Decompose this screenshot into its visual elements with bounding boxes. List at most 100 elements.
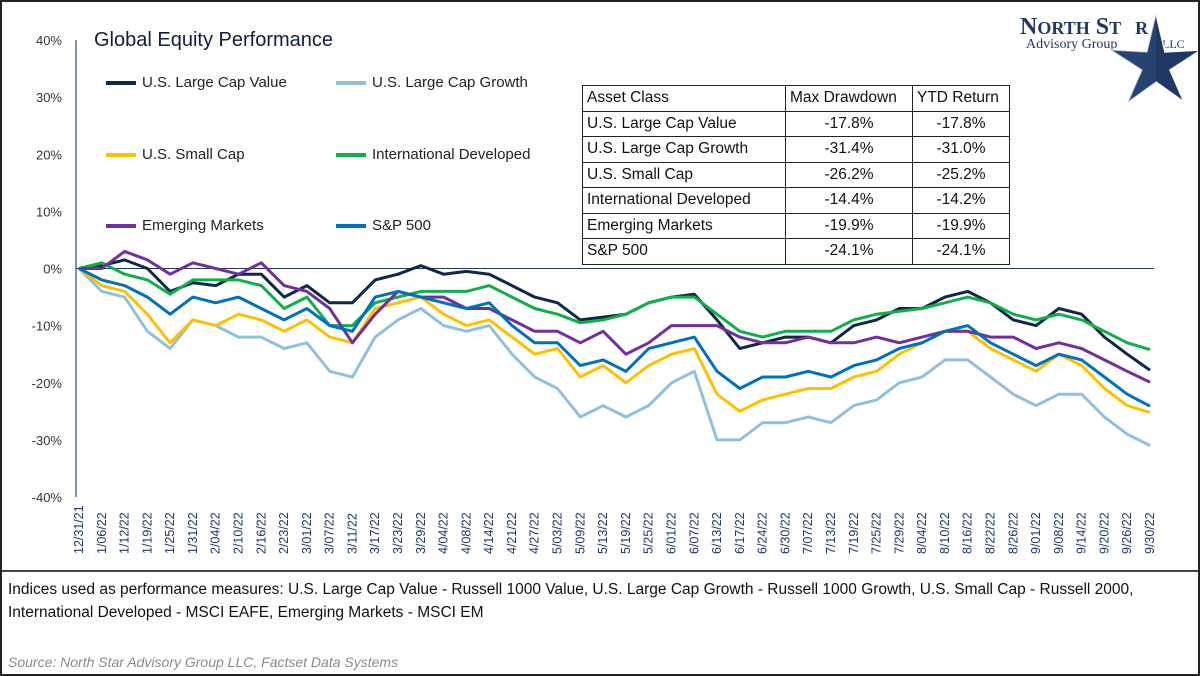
series-line-u-s-small-cap <box>78 267 1151 414</box>
cell-ytd-return: -17.8% <box>912 110 1010 137</box>
x-tick-label: 9/30/22 <box>1143 512 1157 554</box>
y-tick-label: 0% <box>43 262 62 277</box>
series-line-s-p-500 <box>78 267 1151 408</box>
cell-max-drawdown: -31.4% <box>785 136 913 163</box>
footer-divider <box>2 570 1198 572</box>
x-tick-label: 9/20/22 <box>1097 512 1111 554</box>
legend-item: Emerging Markets <box>106 217 264 234</box>
x-tick-label: 2/10/22 <box>232 512 246 554</box>
y-tick-label: 40% <box>36 33 62 48</box>
svg-text:Advisory Group: Advisory Group <box>1026 37 1117 52</box>
legend-swatch <box>106 223 136 228</box>
x-tick-label: 7/07/22 <box>801 512 815 554</box>
legend-swatch <box>336 223 366 228</box>
x-tick-label: 9/14/22 <box>1075 512 1089 554</box>
legend-label: S&P 500 <box>372 217 431 234</box>
x-tick-label: 6/07/22 <box>687 512 701 554</box>
x-tick-label: 9/26/22 <box>1120 512 1134 554</box>
cell-max-drawdown: -19.9% <box>785 212 913 239</box>
table-row: U.S. Small Cap -26.2% -25.2% <box>582 161 1010 188</box>
x-tick-label: 6/13/22 <box>710 512 724 554</box>
x-tick-label: 5/19/22 <box>619 512 633 554</box>
footnote: Indices used as performance measures: U.… <box>8 581 1134 621</box>
y-tick-label: 30% <box>36 90 62 105</box>
x-tick-label: 6/17/22 <box>733 512 747 554</box>
x-tick-label: 1/06/22 <box>95 512 109 554</box>
legend-swatch <box>336 80 366 85</box>
line-chart: 40% 30% 20% 10% 0% -10% -20% -30% -40% 12/31/21 1/… <box>32 33 1157 554</box>
cell-asset-class: U.S. Small Cap <box>582 161 786 188</box>
legend-item: S&P 500 <box>336 217 431 234</box>
header-max-drawdown: Max Drawdown <box>785 85 913 112</box>
x-tick-label: 2/23/22 <box>277 512 291 554</box>
x-tick-label: 6/01/22 <box>664 512 678 554</box>
table-row: U.S. Large Cap Growth -31.4% -31.0% <box>582 136 1010 163</box>
x-tick-label: 7/13/22 <box>824 512 838 554</box>
x-tick-label: 3/01/22 <box>300 512 314 554</box>
legend-label: U.S. Small Cap <box>142 146 245 163</box>
y-tick-label: 20% <box>36 147 62 162</box>
x-tick-label: 9/08/22 <box>1052 512 1066 554</box>
legend-item: International Developed <box>336 146 530 163</box>
source-note: Source: North Star Advisory Group LLC, F… <box>8 654 399 670</box>
cell-max-drawdown: -26.2% <box>785 161 913 188</box>
x-tick-label: 5/25/22 <box>642 512 656 554</box>
legend-label: U.S. Large Cap Value <box>142 74 287 91</box>
x-tick-label: 12/31/21 <box>72 505 86 554</box>
x-tick-label: 3/23/22 <box>391 512 405 554</box>
legend-item: U.S. Large Cap Growth <box>336 74 528 91</box>
y-tick-label: -10% <box>32 319 63 334</box>
summary-table: Asset Class Max Drawdown YTD Return U.S.… <box>582 85 1010 265</box>
table-row: International Developed -14.4% -14.2% <box>582 187 1010 214</box>
x-tick-label: 9/01/22 <box>1029 512 1043 554</box>
series-line-u-s-large-cap-growth <box>77 267 1151 447</box>
x-tick-label: 5/03/22 <box>551 512 565 554</box>
cell-ytd-return: -24.1% <box>912 238 1010 265</box>
x-tick-label: 4/04/22 <box>437 512 451 554</box>
x-tick-label: 8/26/22 <box>1006 512 1020 554</box>
x-tick-label: 4/21/22 <box>505 512 519 554</box>
legend-item: U.S. Large Cap Value <box>106 74 287 91</box>
north-star-logo: NORTH ST R Advisory Group LLC <box>1020 13 1198 102</box>
x-tick-label: 7/29/22 <box>892 512 906 554</box>
x-tick-label: 4/27/22 <box>528 512 542 554</box>
legend-label: U.S. Large Cap Growth <box>372 74 528 91</box>
cell-max-drawdown: -14.4% <box>785 187 913 214</box>
x-tick-label: 6/30/22 <box>778 512 792 554</box>
table-row: S&P 500 -24.1% -24.1% <box>582 238 1010 265</box>
x-tick-label: 5/09/22 <box>573 512 587 554</box>
cell-asset-class: U.S. Large Cap Growth <box>582 136 786 163</box>
x-tick-label: 4/08/22 <box>459 512 473 554</box>
legend-swatch <box>106 152 136 157</box>
cell-ytd-return: -14.2% <box>912 187 1010 214</box>
chart-title: Global Equity Performance <box>94 29 334 51</box>
cell-asset-class: S&P 500 <box>582 238 786 265</box>
y-tick-label: 10% <box>36 204 62 219</box>
legend-label: Emerging Markets <box>142 217 264 234</box>
x-tick-label: 8/22/22 <box>983 512 997 554</box>
x-tick-label: 2/04/22 <box>209 512 223 554</box>
cell-asset-class: U.S. Large Cap Value <box>582 110 786 137</box>
x-tick-label: 7/25/22 <box>870 512 884 554</box>
x-tick-label: 3/11/22 <box>345 513 359 554</box>
x-tick-label: 6/24/22 <box>756 512 770 554</box>
x-tick-label: 1/31/22 <box>186 512 200 554</box>
table-header-row: Asset Class Max Drawdown YTD Return <box>582 85 1010 112</box>
x-tick-label: 8/04/22 <box>915 512 929 554</box>
x-tick-label: 3/07/22 <box>323 512 337 554</box>
x-tick-label: 1/12/22 <box>118 512 132 554</box>
legend-item: U.S. Small Cap <box>106 146 245 163</box>
legend-swatch <box>106 80 136 85</box>
x-tick-label: 3/29/22 <box>414 512 428 554</box>
cell-max-drawdown: -24.1% <box>785 238 913 265</box>
y-tick-label: -30% <box>32 433 63 448</box>
x-tick-label: 1/19/22 <box>140 512 154 554</box>
header-asset-class: Asset Class <box>582 85 786 112</box>
cell-ytd-return: -25.2% <box>912 161 1010 188</box>
x-tick-label: 3/17/22 <box>368 512 382 554</box>
x-tick-label: 2/16/22 <box>254 512 268 554</box>
table-row: Emerging Markets -19.9% -19.9% <box>582 212 1010 239</box>
y-tick-label: -20% <box>32 376 63 391</box>
series-line-international-developed <box>78 261 1151 352</box>
